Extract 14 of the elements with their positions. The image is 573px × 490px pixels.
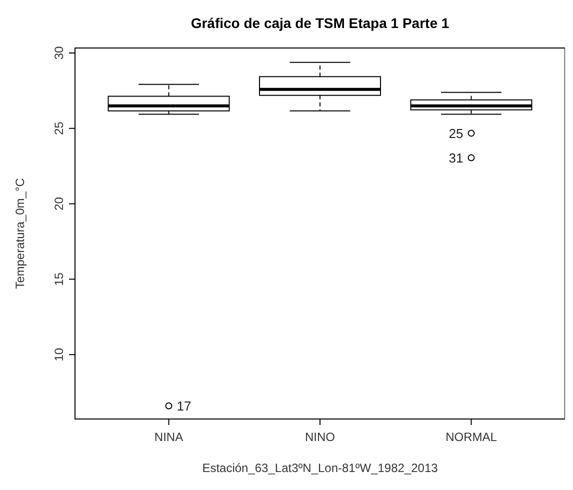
chart-title: Gráfico de caja de TSM Etapa 1 Parte 1 [190,15,450,31]
annotation: 31 [448,150,464,166]
annotation: 17 [176,398,192,414]
annotation: 25 [448,126,464,141]
x-axis-title: Estación_63_Lat3ºN_Lon-81ºW_1982_2013 [202,461,438,475]
x-tick-label: NINA [154,430,184,444]
y-tick-label: 10 [52,348,66,362]
x-tick-label: NINO [305,430,335,444]
y-axis-title: Temperatura_0m_°C [13,178,27,289]
y-tick-label: 25 [52,121,66,136]
y-tick-label: 20 [52,196,66,210]
y-tick-label: 15 [52,272,66,286]
y-tick-label: 30 [52,46,66,60]
x-tick-label: NORMAL [446,430,498,444]
